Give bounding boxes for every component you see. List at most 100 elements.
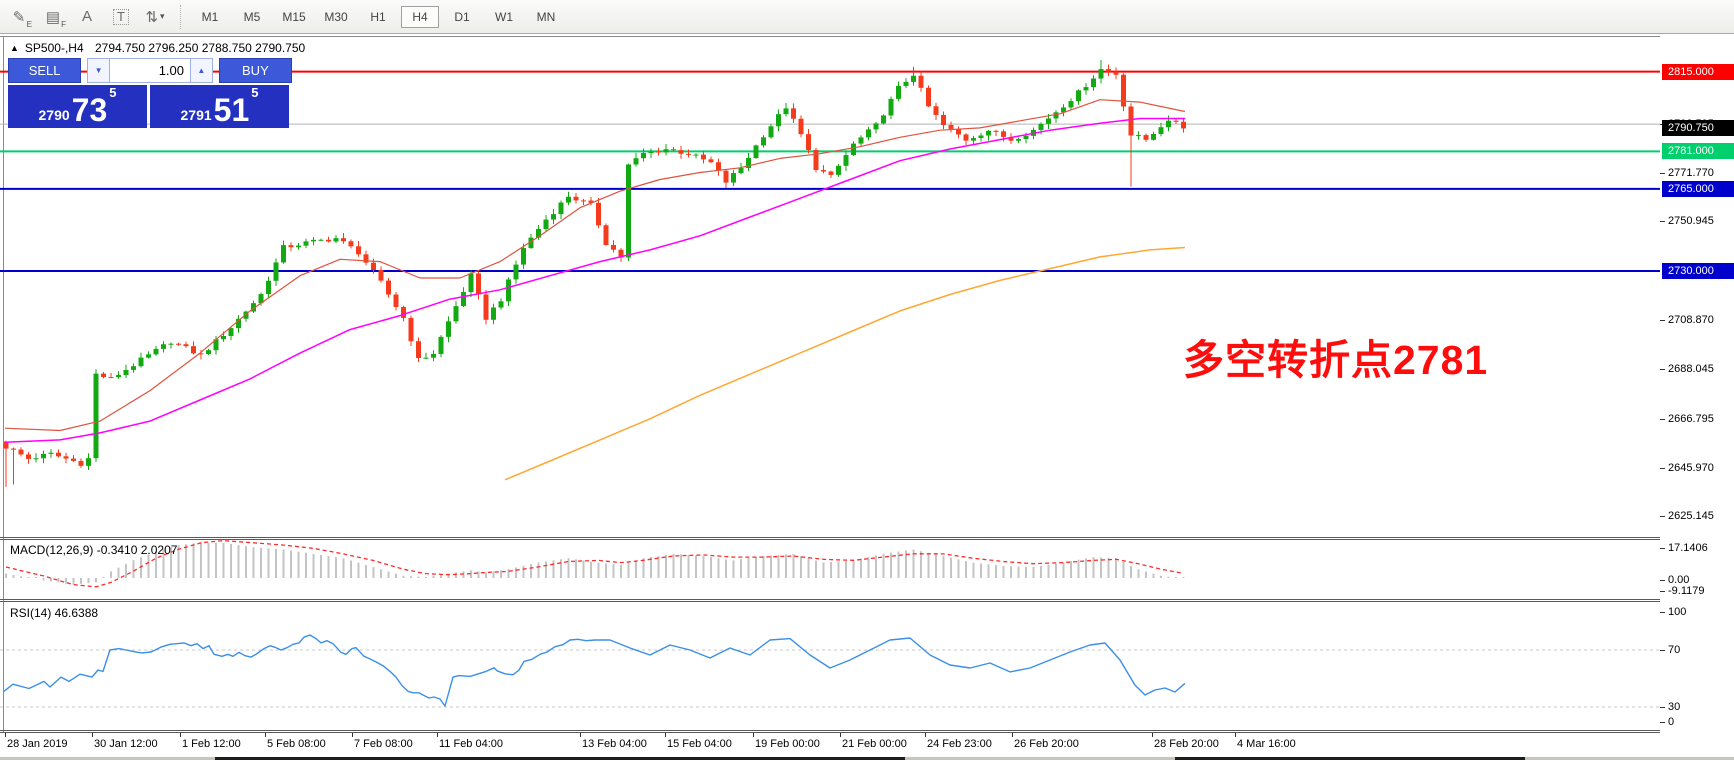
candle-up (873, 123, 879, 130)
axis-tick (1660, 418, 1665, 420)
candle-down (408, 317, 414, 342)
pane-separator (0, 539, 1734, 540)
time-axis-label: 7 Feb 08:00 (354, 738, 413, 750)
draw-study-icon[interactable]: ✎ E (12, 8, 32, 29)
candle-up (438, 336, 444, 354)
sell-price-display[interactable]: 2790 73 5 (8, 85, 147, 128)
rsi-axis-label: 0 (1668, 716, 1675, 728)
macd-indicator-canvas[interactable] (0, 540, 1660, 598)
time-axis-tick (1012, 733, 1013, 737)
axis-tick (1660, 547, 1665, 549)
candle-up (896, 85, 901, 99)
candle-down (708, 159, 714, 163)
time-axis-tick (265, 733, 266, 737)
volume-increase-button[interactable]: ▲ (190, 58, 213, 83)
moving-average-mid (4, 117, 1185, 444)
candle-up (1038, 123, 1044, 130)
rsi-indicator-canvas[interactable] (0, 602, 1660, 729)
time-axis-label: 24 Feb 23:00 (927, 738, 992, 750)
buy-button[interactable]: BUY (218, 58, 292, 83)
timeframe-m5[interactable]: M5 (243, 9, 261, 24)
macd-axis-label: 0.00 (1668, 574, 1690, 586)
candle-down (1128, 106, 1134, 136)
timeframe-h4[interactable]: H4 (401, 5, 439, 28)
candle-down (356, 246, 361, 255)
candle-down (176, 343, 181, 345)
timeframe-m30[interactable]: M30 (324, 9, 348, 24)
candle-down (678, 150, 684, 154)
time-axis-label: 28 Jan 2019 (7, 738, 68, 750)
pane-separator[interactable] (0, 599, 1734, 600)
candle-up (273, 262, 279, 281)
timeframe-mn[interactable]: MN (536, 9, 556, 24)
candle-down (813, 150, 819, 171)
buy-price-small: 2791 (180, 107, 212, 123)
candle-up (761, 137, 766, 146)
time-axis-tick (1152, 733, 1153, 737)
time-axis-label: 26 Feb 20:00 (1014, 738, 1079, 750)
candle-up (776, 114, 781, 127)
candle-down (716, 162, 721, 171)
time-axis-tick (92, 733, 93, 737)
time-axis-label: 21 Feb 00:00 (842, 738, 907, 750)
timeframe-m15[interactable]: M15 (282, 9, 306, 24)
time-axis-tick (665, 733, 666, 737)
price-axis[interactable]: 2792.5952771.7702750.9452708.8702688.045… (1660, 36, 1734, 733)
timeframe-m1[interactable]: M1 (201, 9, 219, 24)
candle-up (663, 149, 669, 153)
candle-up (251, 303, 256, 312)
sell-button[interactable]: SELL (8, 58, 82, 83)
candle-up (738, 167, 744, 174)
timeframe-h1[interactable]: H1 (370, 9, 386, 24)
candle-down (348, 241, 354, 247)
volume-input[interactable] (110, 58, 190, 83)
ohlc-values: 2794.750 2796.250 2788.750 2790.750 (94, 41, 306, 55)
arrows-tool-icon[interactable]: ⇅ ▾ (140, 4, 170, 30)
candle-up (296, 245, 301, 248)
main-chart-canvas[interactable] (0, 37, 1660, 536)
text-tool-icon[interactable]: A (72, 4, 102, 30)
buy-price-display[interactable]: 2791 51 5 (150, 85, 289, 128)
candle-up (333, 238, 339, 242)
candle-down (791, 108, 796, 119)
candle-down (1143, 135, 1149, 140)
label-tool-icon[interactable]: T (106, 4, 136, 30)
volume-decrease-button[interactable]: ▼ (87, 58, 110, 83)
one-click-trading-panel: SELL ▼ ▲ BUY 2790 73 5 2791 51 5 (8, 58, 292, 128)
candle-up (221, 335, 226, 340)
candle-up (641, 153, 646, 159)
price-level-badge: 2730.000 (1662, 262, 1734, 279)
candle-up (881, 115, 886, 124)
time-axis-label: 19 Feb 00:00 (755, 738, 820, 750)
chevron-down-icon: ▾ (160, 11, 165, 21)
candle-up (1023, 135, 1029, 140)
axis-tick (1660, 467, 1665, 469)
candle-up (1166, 120, 1171, 128)
collapse-chart-icon[interactable]: ▲ (10, 43, 19, 53)
time-axis[interactable]: 28 Jan 2019 30 Jan 12:00 1 Feb 12:00 5 Feb … (0, 733, 1660, 757)
axis-tick (1660, 721, 1665, 723)
candle-up (1158, 127, 1164, 135)
price-level-badge: 2781.000 (1662, 143, 1734, 160)
candle-up (206, 350, 211, 355)
moving-average-fast (4, 99, 1186, 432)
time-axis-tick (580, 733, 581, 737)
candle-up (1091, 78, 1096, 88)
time-axis-label: 5 Feb 08:00 (267, 738, 326, 750)
candle-up (236, 318, 241, 329)
sell-price-small: 2790 (38, 107, 70, 123)
candle-up (1053, 112, 1059, 119)
candle-down (18, 449, 24, 455)
candle-down (806, 134, 811, 151)
pane-separator[interactable] (0, 730, 1734, 731)
candle-up (311, 239, 316, 242)
axis-tick (1660, 516, 1665, 518)
candle-up (768, 126, 774, 138)
time-axis-label: 30 Jan 12:00 (94, 738, 158, 750)
timeframe-d1[interactable]: D1 (454, 9, 470, 24)
timeframe-w1[interactable]: W1 (495, 9, 513, 24)
grid-tool-icon[interactable]: ▤ F (45, 8, 66, 29)
pencil-icon: ✎ (12, 8, 26, 26)
candle-down (288, 245, 294, 248)
candle-down (723, 170, 729, 183)
